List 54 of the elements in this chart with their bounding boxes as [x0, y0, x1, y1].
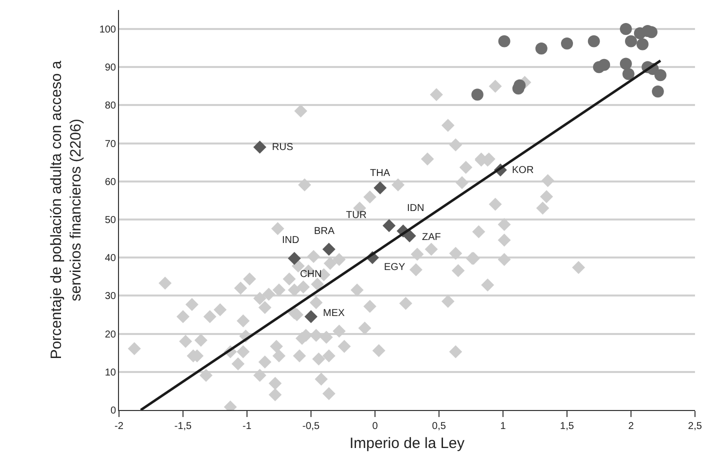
point — [654, 69, 666, 82]
y-tick-label: 20 — [104, 329, 116, 340]
annotation: TUR — [346, 210, 367, 221]
point — [304, 310, 318, 324]
x-tick-label: 2 — [628, 421, 634, 432]
x-tick-label: -1 — [242, 421, 252, 432]
x-tick-label: 0 — [372, 421, 378, 432]
annotation: MEX — [323, 308, 345, 319]
x-tick-label: 1,5 — [560, 421, 574, 432]
annotation: BRA — [314, 226, 335, 237]
x-tick-label: -1,5 — [174, 421, 192, 432]
y-tick-label: 100 — [99, 24, 116, 36]
y-tick-label: 70 — [104, 138, 116, 150]
point — [625, 35, 637, 48]
x-tick-label: 1 — [500, 421, 506, 432]
y-tick-label: 80 — [104, 100, 116, 112]
x-tick-label: 2,5 — [688, 421, 702, 432]
y-tick-label: 30 — [104, 291, 116, 302]
annotation: RUS — [272, 142, 294, 153]
y-tick-label: 90 — [104, 62, 116, 74]
x-tick-label: -0,5 — [302, 421, 320, 432]
point — [561, 38, 573, 50]
point — [535, 42, 548, 54]
y-tick-label: 50 — [104, 215, 116, 226]
annotation: CHN — [300, 269, 322, 280]
x-tick-label: -2 — [114, 421, 124, 432]
point — [498, 35, 510, 48]
annotation: ZAF — [422, 232, 441, 243]
point — [253, 140, 266, 154]
y-tick-label: 40 — [104, 253, 116, 264]
point — [588, 35, 600, 48]
point — [622, 68, 634, 80]
point — [288, 252, 301, 265]
y-tick-label: 60 — [104, 176, 116, 188]
point — [322, 242, 336, 256]
y-tick-label: 0 — [110, 406, 116, 416]
y-axis-title: Porcentaje de población adulta con acceso a servicios financieros (2206) — [48, 60, 85, 360]
point — [620, 58, 632, 70]
annotation: EGY — [384, 262, 406, 273]
y-tick-label: 10 — [104, 367, 116, 378]
x-axis-title: Imperio de la Ley — [349, 435, 466, 452]
point — [382, 219, 396, 232]
annotation: IND — [282, 235, 300, 246]
point — [374, 181, 387, 194]
point — [403, 229, 416, 242]
point — [636, 38, 649, 50]
annotation: IDN — [407, 203, 424, 214]
point — [620, 23, 632, 36]
annotation: THA — [370, 168, 390, 179]
x-tick-label: 0,5 — [432, 421, 446, 432]
point — [471, 88, 484, 101]
point — [652, 86, 664, 98]
annotation: KOR — [512, 165, 534, 176]
point — [598, 58, 610, 71]
